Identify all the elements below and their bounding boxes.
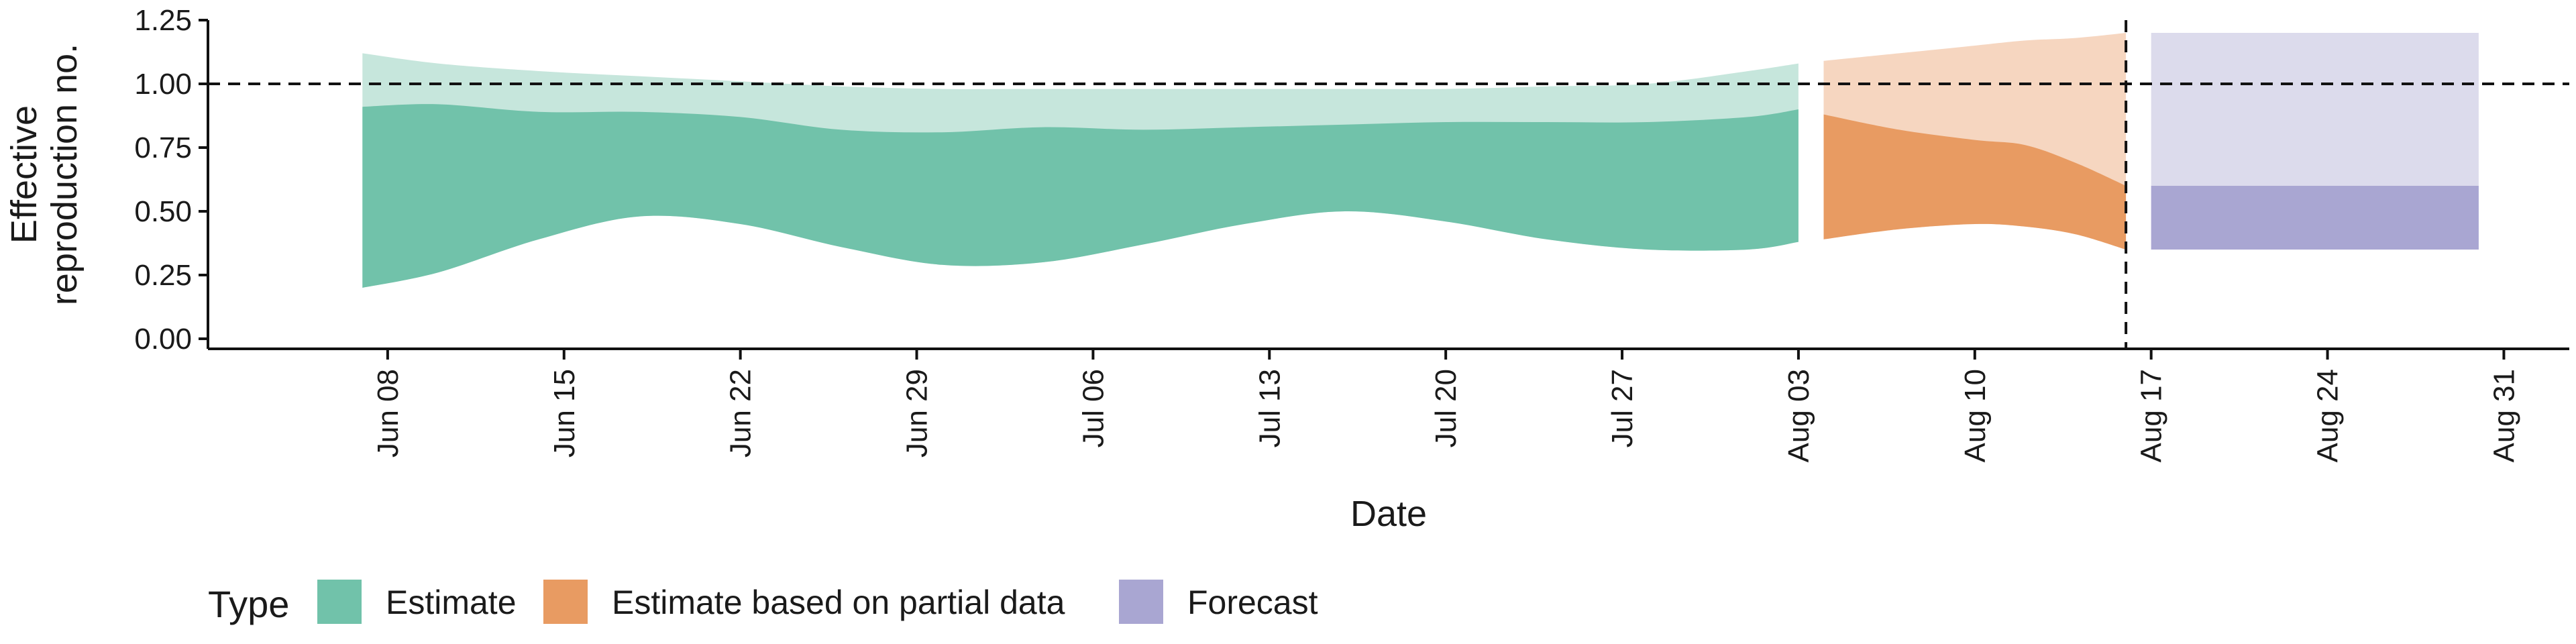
bands-layer: [362, 33, 2479, 288]
band-inner-estimate-based-on-partial-data: [1823, 114, 2127, 250]
y-tick-label: 0.25: [134, 259, 192, 292]
legend-label-forecast: Forecast: [1187, 584, 1318, 621]
y-tick-label: 0.00: [134, 323, 192, 356]
x-tick-label: Jul 13: [1253, 369, 1286, 447]
legend-swatch-forecast: [1119, 580, 1163, 624]
band-inner-forecast: [2151, 186, 2479, 250]
x-tick-label: Jul 27: [1606, 369, 1639, 447]
legend-label-estimate-based-on-partial-data: Estimate based on partial data: [612, 584, 1065, 621]
x-tick-label: Jun 08: [372, 369, 405, 458]
band-inner-estimate: [362, 104, 1799, 288]
axes: [199, 19, 2569, 360]
y-tick-label: 1.00: [134, 68, 192, 101]
y-axis-title: Effectivereproduction no.: [4, 44, 85, 305]
x-tick-label: Aug 03: [1782, 369, 1815, 462]
legend-swatch-estimate-based-on-partial-data: [543, 580, 588, 624]
legend-swatch-estimate: [317, 580, 362, 624]
y-axis-title-line: reproduction no.: [44, 44, 85, 305]
reference-lines: [208, 20, 2569, 349]
x-tick-label: Jul 06: [1077, 369, 1110, 447]
y-axis-title-line: Effective: [4, 105, 44, 244]
x-tick-label: Jun 29: [901, 369, 934, 458]
y-tick-labels: 0.00 0.25 0.50 0.75 1.00 1.25: [134, 4, 192, 356]
y-tick-label: 0.50: [134, 195, 192, 228]
x-tick-label: Jul 20: [1430, 369, 1462, 447]
legend-label-estimate: Estimate: [386, 584, 517, 621]
x-tick-labels: Jun 08 Jun 15 Jun 22 Jun 29 Jul 06 Jul 13 Jul …: [372, 369, 2521, 462]
legend: Type Estimate Estimate based on partial d…: [208, 580, 1318, 625]
x-tick-label: Jun 22: [724, 369, 757, 458]
x-tick-label: Aug 17: [2135, 369, 2168, 462]
y-tick-label: 1.25: [134, 4, 192, 37]
legend-title: Type: [208, 583, 289, 625]
x-tick-label: Aug 24: [2312, 369, 2345, 462]
x-tick-label: Jun 15: [548, 369, 581, 458]
y-tick-label: 0.75: [134, 131, 192, 164]
x-tick-label: Aug 10: [1959, 369, 1992, 462]
x-axis-title: Date: [1350, 494, 1427, 534]
x-tick-label: Aug 31: [2487, 369, 2520, 462]
